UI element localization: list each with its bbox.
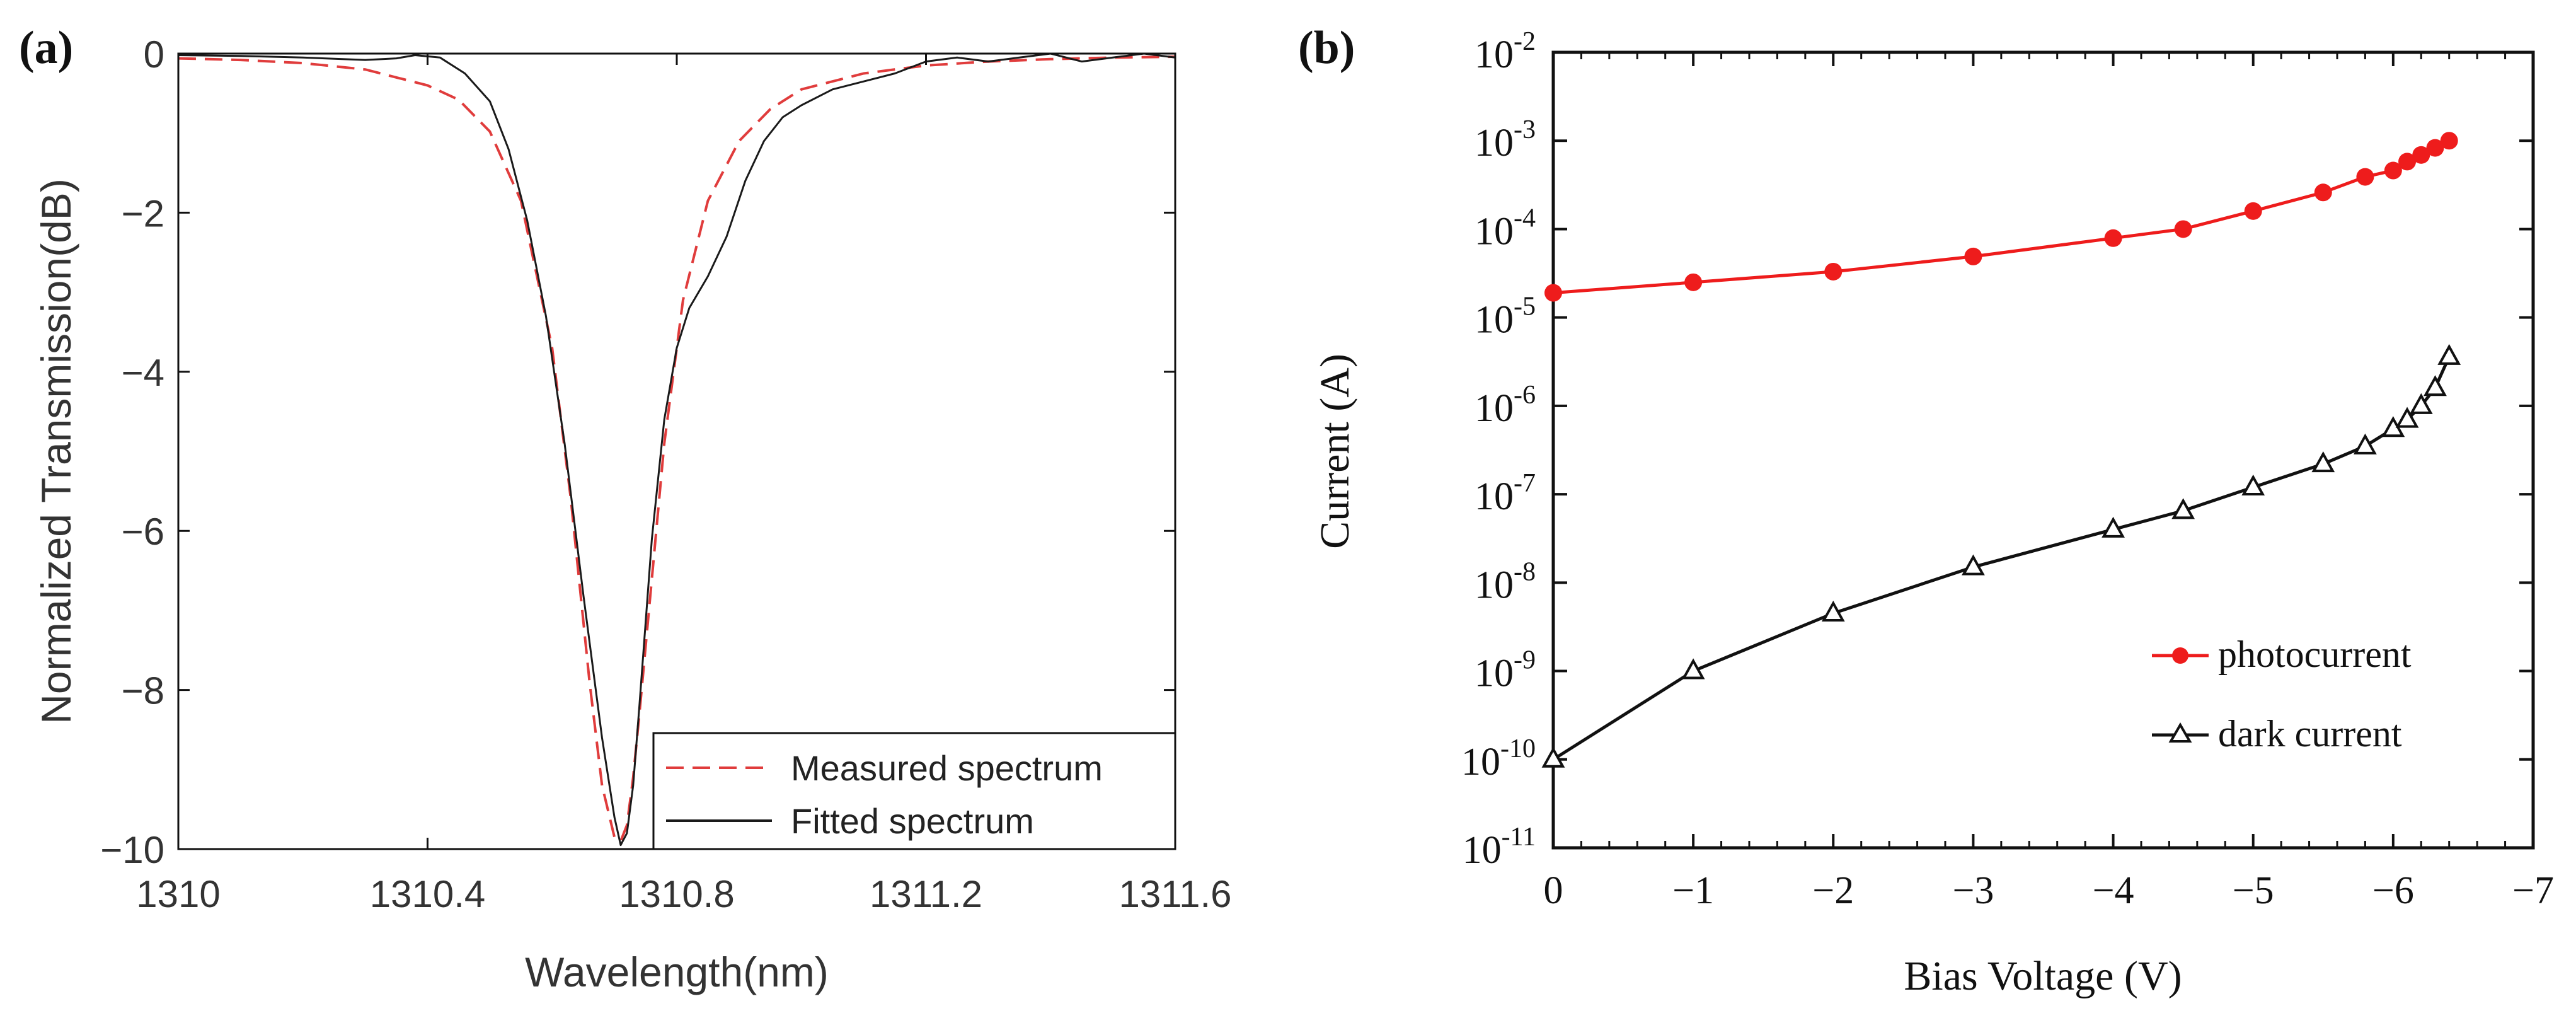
- data-point-dark-current: [2102, 516, 2125, 538]
- x-tick-label: −4: [2093, 869, 2134, 912]
- data-point-dark-current: [2409, 393, 2433, 414]
- data-point-photocurrent: [1684, 273, 1703, 291]
- data-point-dark-current: [2424, 375, 2447, 396]
- y-tick-label: 10-4: [1475, 204, 1536, 253]
- plot-b-ylabel: Current (A): [1312, 354, 1358, 549]
- data-point-photocurrent: [2314, 183, 2332, 202]
- y-tick-label: −2: [122, 192, 164, 234]
- legend-b-dark-label: dark current: [2218, 713, 2402, 755]
- data-point-photocurrent: [2412, 146, 2430, 164]
- data-point-photocurrent: [1544, 284, 1562, 302]
- legend-b: photocurrent dark current: [2152, 633, 2412, 755]
- y-tick-label: 0: [144, 33, 164, 76]
- legend-b-photocurrent-label: photocurrent: [2218, 633, 2412, 675]
- series-line-measured-spectrum: [178, 55, 1175, 843]
- data-point-dark-current: [1821, 600, 1845, 622]
- data-point-dark-current: [2437, 344, 2461, 365]
- legend-a: Measured spectrum Fitted spectrum: [652, 732, 1176, 850]
- x-tick-label: 1311.2: [870, 873, 982, 915]
- data-point-dark-current: [2354, 433, 2377, 454]
- y-tick-label: 10-5: [1475, 292, 1536, 342]
- data-point-dark-current: [2311, 451, 2335, 473]
- y-tick-label: 10-8: [1475, 557, 1536, 606]
- series-line-dark-current: [1553, 356, 2451, 761]
- x-tick-label: 1310: [136, 873, 220, 915]
- plot-b-xlabel: Bias Voltage (V): [1904, 953, 2182, 999]
- legend-b-dark-marker: [2168, 722, 2192, 743]
- y-tick-label: −4: [122, 352, 164, 394]
- plot-b-frame: [1551, 50, 2535, 850]
- panel-b: (b) 0 −1 −2 −3 −4 −5 −6 −7 10-11 10-10 10-9 10-8 10…: [1298, 22, 2554, 999]
- y-tick-label: 10-9: [1475, 646, 1536, 695]
- data-point-dark-current: [2395, 407, 2419, 428]
- panel-a-label: (a): [19, 22, 73, 74]
- x-tick-label: −3: [1952, 869, 1994, 912]
- data-point-photocurrent: [2174, 220, 2192, 238]
- x-tick-label: 1310.4: [370, 873, 486, 915]
- data-point-photocurrent: [2398, 153, 2417, 171]
- data-point-dark-current: [2171, 498, 2195, 519]
- y-tick-label: −6: [122, 511, 164, 553]
- legend-b-photocurrent-marker: [2172, 647, 2188, 664]
- data-point-dark-current: [1962, 554, 1985, 576]
- data-point-dark-current: [1541, 746, 1565, 768]
- x-tick-label: 1310.8: [619, 873, 735, 915]
- y-tick-label: 10-11: [1463, 823, 1536, 872]
- data-point-photocurrent: [1824, 262, 1843, 281]
- legend-a-fitted-label: Fitted spectrum: [791, 801, 1034, 841]
- x-tick-label: −6: [2372, 869, 2414, 912]
- x-tick-label: −2: [1812, 869, 1854, 912]
- data-point-dark-current: [1681, 658, 1705, 680]
- plot-a-xlabel: Wavelength(nm): [525, 949, 829, 995]
- data-point-photocurrent: [2244, 202, 2262, 220]
- legend-a-box: [652, 732, 1176, 850]
- y-tick-label: 10-3: [1475, 115, 1536, 165]
- panel-b-label: (b): [1298, 22, 1355, 74]
- y-tick-label: 10-6: [1475, 381, 1536, 430]
- series-line-photocurrent: [1553, 139, 2450, 295]
- series-line-fitted-spectrum: [178, 54, 1175, 847]
- x-tick-label: −1: [1672, 869, 1714, 912]
- y-tick-label: −10: [100, 829, 164, 871]
- data-point-photocurrent: [2440, 132, 2458, 150]
- y-tick-label: 10-2: [1475, 27, 1536, 76]
- panel-a: (a) 1310 1310.4 1310.8 1311.2 1311.6 0 −2 −4 −6…: [19, 22, 1232, 995]
- data-point-photocurrent: [2384, 161, 2402, 180]
- x-tick-label: 1311.6: [1118, 873, 1231, 915]
- data-point-photocurrent: [2104, 229, 2122, 247]
- plot-a-frame: [177, 52, 1176, 850]
- y-tick-label: −8: [122, 670, 164, 712]
- x-tick-label: −7: [2512, 869, 2554, 912]
- y-tick-label: 10-10: [1461, 734, 1536, 784]
- x-tick-label: −5: [2233, 869, 2274, 912]
- y-tick-label: 10-7: [1475, 469, 1536, 518]
- data-point-dark-current: [2241, 474, 2265, 496]
- plot-a-ylabel: Normalized Transmission(dB): [33, 178, 79, 724]
- data-point-photocurrent: [2426, 139, 2444, 157]
- data-point-photocurrent: [2356, 168, 2374, 186]
- data-point-photocurrent: [1964, 247, 1982, 265]
- legend-a-measured-label: Measured spectrum: [791, 748, 1103, 788]
- x-tick-label: 0: [1544, 869, 1563, 912]
